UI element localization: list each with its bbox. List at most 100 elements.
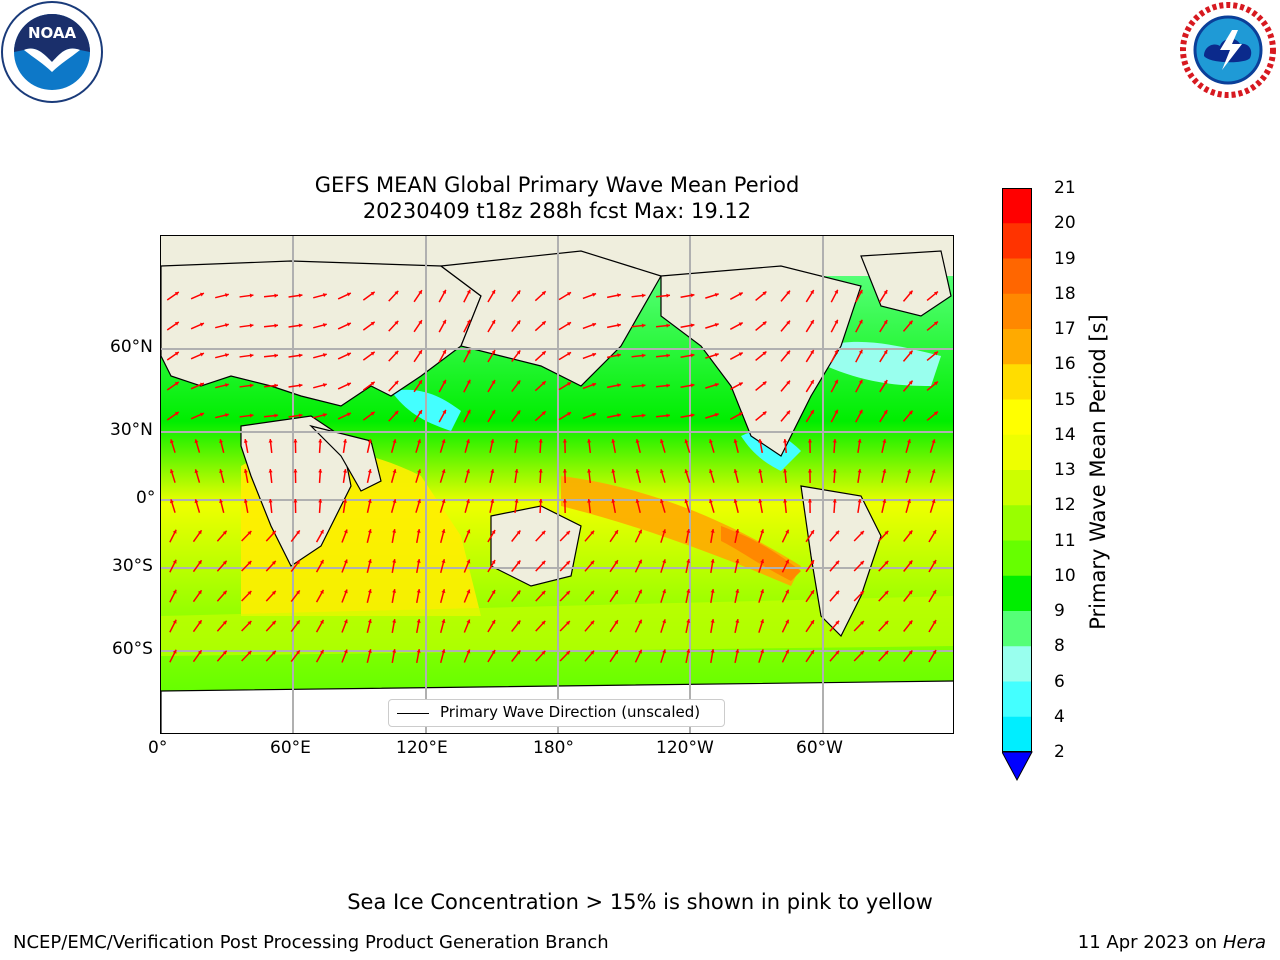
wave-arrow (219, 439, 225, 453)
colorbar-segment (1002, 188, 1032, 224)
colorbar-title: Primary Wave Mean Period [s] (1086, 314, 1110, 630)
wave-arrow (926, 351, 939, 361)
wave-arrow (685, 558, 691, 574)
wave-arrow (635, 499, 641, 513)
lon-label-120e: 120°E (396, 738, 448, 758)
wave-arrow (559, 650, 571, 662)
wave-arrow (680, 413, 695, 418)
legend-line-icon (397, 713, 429, 714)
wave-arrow (313, 353, 327, 359)
wave-arrow (558, 291, 572, 301)
wave-arrow (337, 322, 352, 330)
wave-arrow (926, 411, 939, 421)
wave-arrow (239, 293, 254, 298)
wave-arrow (758, 468, 764, 484)
wave-arrow (758, 438, 764, 454)
wave-arrow (388, 410, 399, 422)
wave-arrow (464, 499, 470, 513)
wave-arrow (511, 590, 521, 602)
colorbar-segment (1002, 716, 1032, 753)
wave-arrow (535, 620, 546, 632)
wave-arrow (805, 409, 815, 423)
wave-arrow (390, 439, 397, 453)
wave-arrow (288, 293, 303, 298)
wave-arrow (169, 649, 177, 663)
noaa-logo-text: NOAA (28, 24, 77, 42)
wave-arrow (660, 589, 667, 603)
wave-arrow (391, 618, 397, 634)
colorbar-tick-label: 17 (1054, 319, 1076, 339)
wave-arrow (169, 589, 177, 603)
wave-arrow (805, 349, 815, 363)
wave-arrow (783, 468, 788, 484)
wave-arrow (733, 439, 739, 453)
wave-arrow (902, 350, 914, 362)
wave-arrow (830, 289, 839, 303)
wave-arrow (489, 439, 495, 453)
wave-arrow (783, 498, 788, 514)
wave-arrow (755, 380, 767, 392)
wave-arrow (710, 528, 715, 544)
wave-arrow (928, 559, 937, 573)
wave-arrow (709, 499, 715, 513)
wave-arrow (166, 351, 180, 361)
wave-arrow (781, 619, 790, 633)
wave-arrow (413, 379, 423, 393)
wave-arrow (853, 650, 865, 662)
wave-arrow (829, 620, 840, 632)
wave-arrow (514, 498, 519, 514)
wave-arrow (655, 323, 671, 328)
wave-arrow (315, 529, 325, 543)
colorbar-tick-label: 21 (1054, 178, 1076, 198)
wave-arrow (337, 352, 352, 360)
colorbar-tick-label: 20 (1054, 213, 1076, 234)
lat-label-60n: 60°N (110, 337, 153, 357)
wave-arrow (587, 438, 592, 454)
wave-arrow (534, 350, 547, 362)
wave-arrow (611, 438, 617, 454)
wave-arrow (660, 649, 667, 663)
wave-arrow (879, 319, 888, 333)
wave-arrow (366, 499, 372, 513)
wave-arrow (829, 650, 840, 662)
colorbar-segment (1002, 575, 1032, 612)
wave-arrow (855, 319, 863, 333)
wave-arrow (705, 292, 719, 299)
wave-arrow (685, 618, 691, 634)
wave-arrow (729, 382, 744, 390)
wave-arrow (463, 529, 471, 543)
wave-arrow (755, 320, 767, 332)
colorbar-segment (1002, 399, 1032, 436)
wave-arrow (733, 469, 739, 483)
wave-arrow (215, 353, 229, 359)
wave-arrow (439, 469, 446, 483)
wave-arrow (366, 469, 372, 483)
wave-arrow (342, 468, 348, 484)
wave-arrow (609, 529, 619, 543)
wave-arrow (388, 380, 399, 392)
wave-arrow (685, 648, 691, 664)
sea-ice-note: Sea Ice Concentration > 15% is shown in … (347, 890, 933, 914)
wave-arrow (755, 290, 767, 302)
wave-arrow (439, 649, 446, 663)
colorbar-segment (1002, 364, 1032, 400)
wave-arrow (415, 439, 422, 453)
wave-arrow (511, 379, 521, 393)
wave-arrow (362, 381, 376, 391)
wave-arrow (830, 379, 839, 393)
colorbar-segment (1002, 223, 1032, 259)
wave-arrow (928, 649, 937, 663)
wave-arrow (463, 349, 471, 363)
wave-arrow (729, 322, 744, 330)
wave-arrow (511, 289, 521, 303)
wave-arrow (511, 650, 521, 662)
wave-arrow (903, 560, 913, 572)
wave-arrow (855, 289, 863, 303)
wave-arrow (216, 590, 228, 602)
wave-arrow (584, 530, 595, 542)
wave-arrow (710, 558, 715, 574)
wave-arrow (685, 588, 691, 604)
wave-arrow (705, 352, 719, 359)
lon-label-120w: 120°W (656, 738, 714, 758)
wave-arrow (534, 380, 547, 392)
